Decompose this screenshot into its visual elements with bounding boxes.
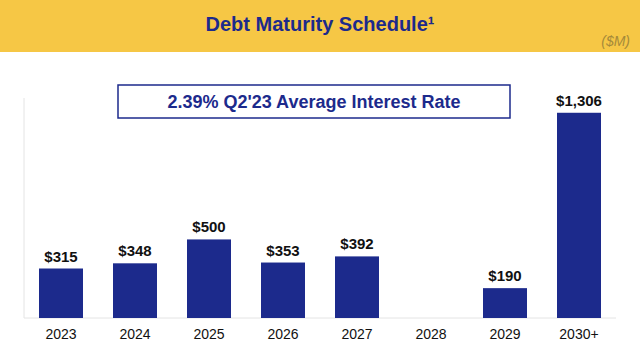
chart-svg: Debt Maturity Schedule¹ ($M) $315 $348 $500 $…	[0, 0, 640, 353]
bars-group	[39, 113, 601, 318]
data-label: $190	[488, 267, 521, 284]
bar	[483, 288, 527, 318]
title-banner	[0, 0, 640, 52]
chart-title: Debt Maturity Schedule¹	[206, 13, 435, 35]
data-label: $500	[192, 218, 225, 235]
x-tick-label: 2029	[489, 326, 520, 342]
y-tick-line	[24, 318, 616, 319]
x-tick-label: 2030+	[559, 326, 598, 342]
bar	[113, 263, 157, 318]
x-tick-label: 2026	[267, 326, 298, 342]
bar	[39, 269, 83, 319]
x-tick-label: 2027	[341, 326, 372, 342]
bar	[187, 239, 231, 318]
bar	[335, 256, 379, 318]
units-label: ($M)	[601, 33, 630, 49]
y-axis-line	[24, 98, 25, 318]
bar	[261, 263, 305, 318]
bar	[557, 113, 601, 318]
x-tick-label: 2023	[45, 326, 76, 342]
annotation-box	[118, 85, 510, 118]
data-label: $348	[118, 242, 151, 259]
data-label: $1,306	[556, 92, 602, 109]
data-label: $315	[44, 248, 77, 265]
data-label: $353	[266, 242, 299, 259]
x-tick-label: 2028	[415, 326, 446, 342]
x-tick-label: 2024	[119, 326, 150, 342]
x-tick-label: 2025	[193, 326, 224, 342]
data-label: $392	[340, 235, 373, 252]
annotation-text: 2.39% Q2'23 Average Interest Rate	[167, 92, 460, 112]
chart-root: Debt Maturity Schedule¹ ($M) $315 $348 $500 $…	[0, 0, 640, 353]
